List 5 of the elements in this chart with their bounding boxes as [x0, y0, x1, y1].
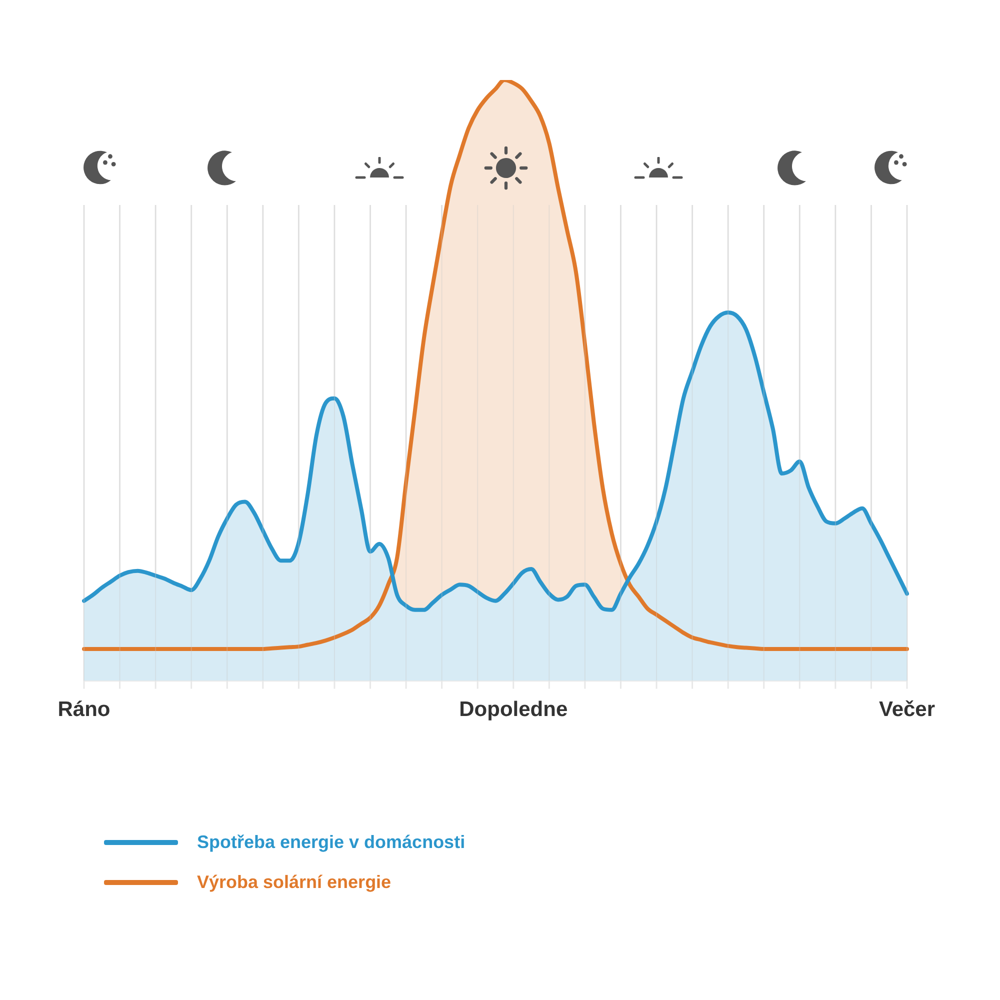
x-tick-label: Ráno — [58, 698, 110, 722]
x-tick-label: Večer — [878, 698, 936, 722]
x-tick-label: Dopoledne — [459, 698, 568, 722]
legend-label: Výroba solární energie — [197, 872, 392, 892]
legend-label: Spotřeba energie v domácnosti — [197, 832, 466, 852]
